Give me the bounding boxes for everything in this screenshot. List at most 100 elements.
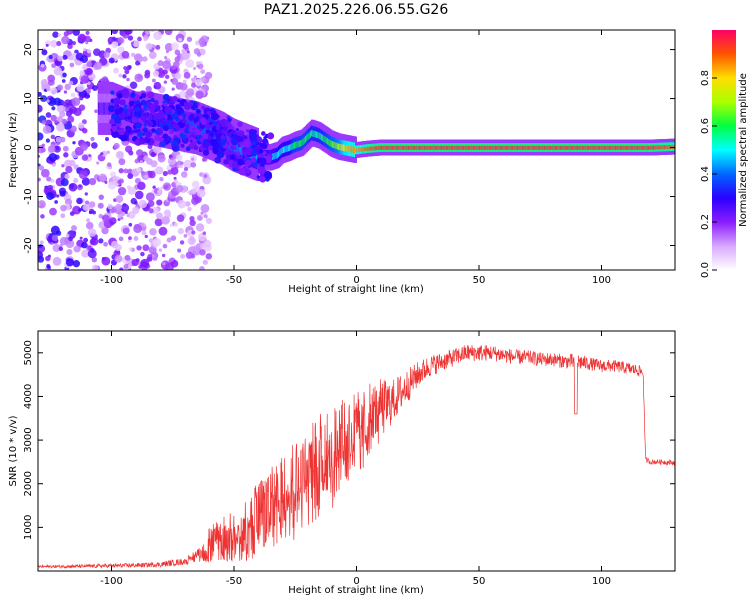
spectrogram-x-ticks: -100 -50 0 50 100 bbox=[100, 30, 611, 286]
spectrogram-ridge-blob bbox=[134, 94, 142, 101]
spectrogram-noise-blob bbox=[51, 63, 57, 69]
spectrogram-noise-blob bbox=[199, 249, 206, 256]
spectrogram-noise-blob bbox=[40, 214, 45, 219]
spectrogram-ridge-blob bbox=[239, 143, 243, 147]
spectrogram-noise-blob bbox=[111, 41, 119, 49]
spectrogram-ridge-blob bbox=[196, 125, 201, 130]
spectrogram-ridge-blob bbox=[216, 150, 225, 159]
spectrogram-ridge-blob bbox=[164, 115, 168, 119]
spectrogram-noise-blob bbox=[72, 260, 81, 268]
spectrogram-ridge-blob bbox=[178, 115, 184, 120]
spectrogram-noise-blob bbox=[38, 250, 43, 260]
spectrogram-ridge-blob bbox=[167, 98, 171, 102]
spectrogram-noise-blob bbox=[180, 254, 186, 259]
spectrogram-noise-blob bbox=[109, 217, 117, 225]
spectrogram-ridge-blob bbox=[237, 130, 244, 137]
spectrogram-noise-blob bbox=[198, 197, 202, 201]
spectrogram-noise-blob bbox=[154, 218, 163, 227]
spectrogram-noise-blob bbox=[68, 80, 74, 86]
snr-marks bbox=[38, 345, 675, 570]
spectrogram-noise-blob bbox=[61, 79, 66, 83]
spectrogram-noise-blob bbox=[182, 43, 189, 50]
spectrogram-noise-blob bbox=[156, 199, 163, 206]
spectrogram-noise-blob bbox=[101, 256, 111, 266]
snr-y-axis-label: SNR (10 * v/v) bbox=[8, 415, 19, 486]
spectrogram-noise-blob bbox=[77, 33, 87, 43]
spectrogram-x-tick-label: 100 bbox=[592, 275, 611, 286]
spectrogram-x-tick-label: 0 bbox=[353, 275, 359, 286]
spectrogram-noise-blob bbox=[203, 239, 212, 248]
spectrogram-noise-blob bbox=[153, 31, 163, 41]
spectrogram-ridge-blob bbox=[214, 132, 218, 137]
spectrogram-noise-blob bbox=[83, 237, 89, 243]
spectrogram-noise-blob bbox=[148, 246, 157, 255]
spectrogram-noise-blob bbox=[47, 145, 56, 153]
spectrogram-ridge-blob bbox=[220, 122, 226, 128]
spectrogram-noise-blob bbox=[163, 80, 168, 84]
spectrogram-ridge-blob bbox=[118, 128, 125, 136]
spectrogram-noise-blob bbox=[182, 79, 187, 84]
spectrogram-ridge-blob bbox=[154, 129, 160, 135]
spectrogram-noise-blob bbox=[146, 158, 153, 165]
spectrogram-ridge-blob bbox=[123, 104, 128, 108]
spectrogram-noise-blob bbox=[190, 188, 197, 195]
spectrogram-noise-blob bbox=[128, 247, 133, 251]
spectrogram-noise-blob bbox=[126, 213, 130, 218]
spectrogram-noise-blob bbox=[116, 151, 124, 158]
spectrogram-ridge-blob bbox=[196, 109, 201, 114]
spectrogram-noise-blob bbox=[106, 150, 110, 154]
spectrogram-noise-blob bbox=[51, 234, 59, 242]
spectrogram-ridge-blob bbox=[138, 102, 143, 107]
spectrogram-ridge-blob bbox=[140, 114, 147, 121]
spectrogram-ridge-blob bbox=[119, 133, 128, 142]
spectrogram-ridge-blob bbox=[121, 88, 130, 97]
spectrogram-noise-blob bbox=[148, 170, 156, 179]
spectrogram-noise-blob bbox=[138, 265, 142, 269]
spectrogram-noise-blob bbox=[58, 246, 64, 252]
spectrogram-ridge-blob bbox=[260, 131, 266, 136]
spectrogram-noise-blob bbox=[47, 97, 57, 106]
spectrogram-noise-blob bbox=[78, 170, 88, 180]
spectrogram-noise-blob bbox=[132, 206, 140, 214]
spectrogram-noise-blob bbox=[142, 56, 148, 62]
spectrogram-noise-blob bbox=[165, 74, 170, 80]
spectrogram-noise-blob bbox=[87, 81, 91, 86]
spectrogram-ridge-blob bbox=[237, 121, 243, 128]
spectrogram-ridge-blob bbox=[171, 140, 178, 147]
spectrogram-noise-blob bbox=[167, 169, 173, 175]
spectrogram-ridge-blob bbox=[119, 99, 126, 106]
spectrogram-noise-blob bbox=[129, 81, 138, 90]
colorbar-tick-label: 0.4 bbox=[700, 166, 711, 182]
spectrogram-noise-blob bbox=[39, 240, 44, 245]
spectrogram-noise-blob bbox=[180, 161, 184, 165]
spectrogram-noise-blob bbox=[178, 37, 182, 42]
spectrogram-noise-blob bbox=[150, 30, 155, 33]
spectrogram-noise-blob bbox=[132, 40, 140, 48]
spectrogram-ridge-blob bbox=[231, 138, 238, 146]
spectrogram-ridge-blob bbox=[116, 93, 123, 99]
spectrogram-noise-blob bbox=[46, 176, 52, 182]
spectrogram-noise-blob bbox=[157, 154, 166, 163]
spectrogram-ridge-blob bbox=[267, 132, 275, 140]
spectrogram-noise-blob bbox=[60, 178, 69, 187]
spectrogram-noise-blob bbox=[72, 205, 82, 215]
spectrogram-noise-blob bbox=[149, 51, 157, 58]
spectrogram-noise-blob bbox=[83, 48, 87, 52]
spectrogram-ridge-blob bbox=[205, 129, 210, 134]
spectrogram-noise-blob bbox=[38, 202, 41, 207]
spectrogram-noise-blob bbox=[145, 85, 152, 93]
spectrogram-ridge-blob bbox=[238, 167, 247, 176]
spectrogram-noise-blob bbox=[67, 43, 73, 50]
spectrogram-noise-blob bbox=[69, 62, 75, 68]
spectrogram-y-tick-label: 10 bbox=[23, 92, 34, 105]
spectrogram-noise-blob bbox=[88, 177, 97, 186]
spectrogram-noise-blob bbox=[58, 187, 67, 195]
spectrogram-noise-blob bbox=[87, 228, 97, 237]
spectrogram-noise-blob bbox=[42, 125, 52, 134]
spectrogram-noise-blob bbox=[60, 204, 67, 212]
spectrogram-ridge-blob bbox=[215, 125, 221, 131]
spectrogram-noise-blob bbox=[84, 192, 88, 196]
spectrogram-noise-blob bbox=[178, 90, 186, 98]
spectrogram-ridge-blob bbox=[109, 118, 116, 125]
spectrogram-noise-blob bbox=[119, 267, 124, 270]
